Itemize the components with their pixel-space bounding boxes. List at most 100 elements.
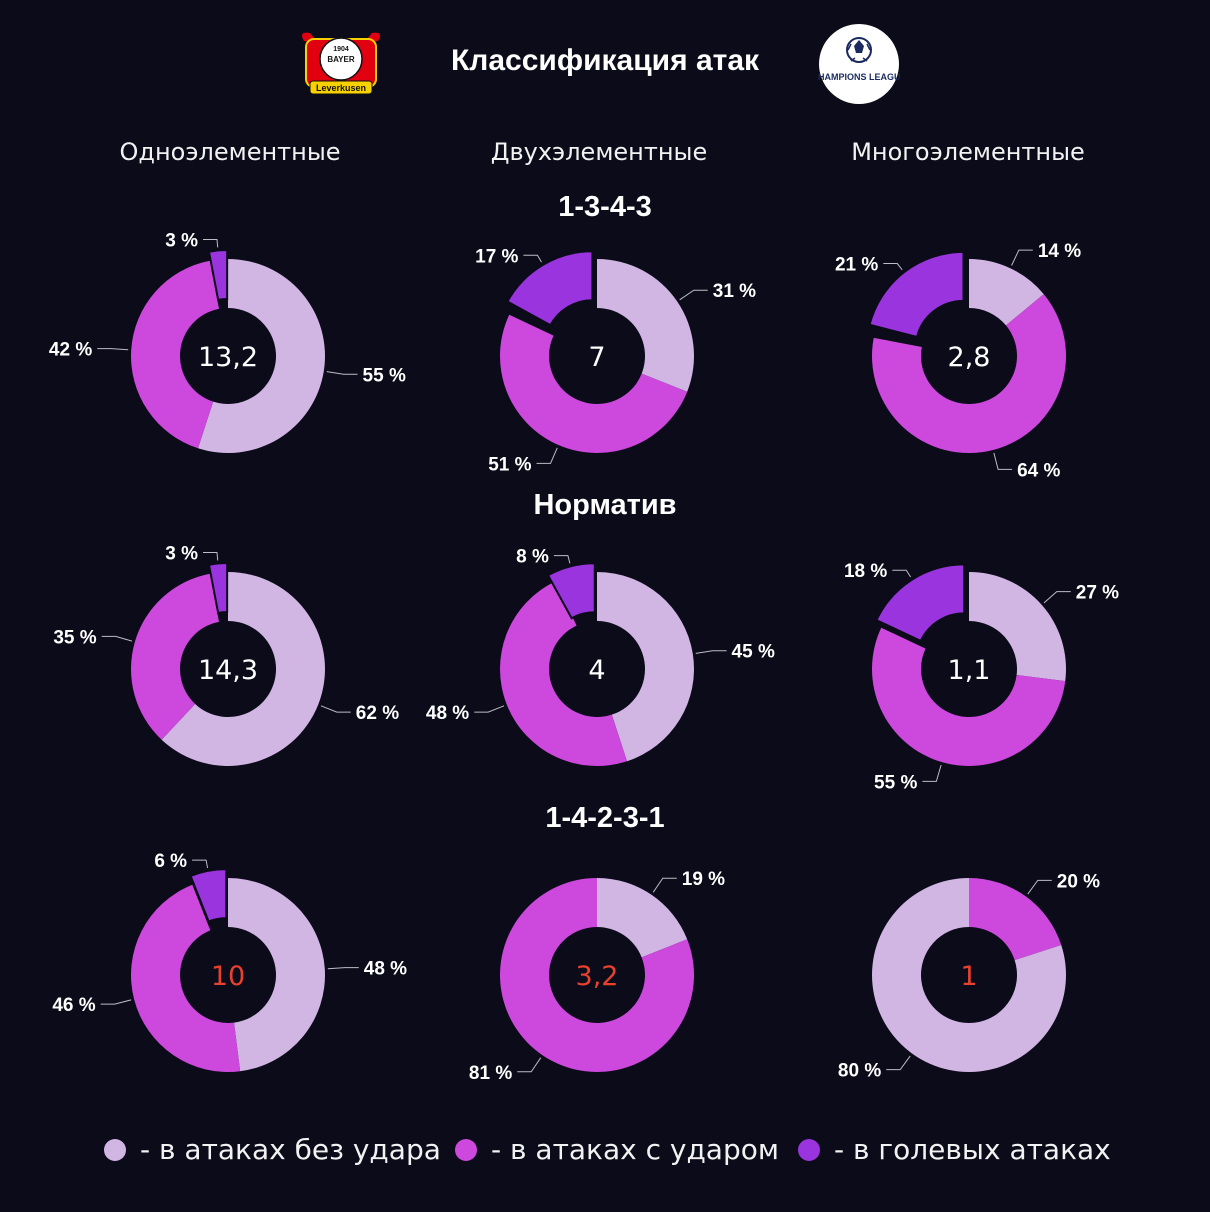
- slice-value-label: 64 %: [1017, 460, 1060, 481]
- donut-1-3-4-3-0: 55 % 42 % 3 % 13,2: [49, 231, 406, 453]
- slice-shot: [969, 878, 1062, 961]
- donut-center-value: 14,3: [198, 655, 258, 686]
- slice-value-label: 17 %: [475, 246, 518, 267]
- leader-line: [202, 552, 219, 561]
- leader-line: [202, 239, 219, 248]
- donut-center-value: 4: [588, 655, 605, 686]
- slice-value-label: 46 %: [52, 995, 95, 1016]
- column-header-multi: Многоэлементные: [851, 138, 1085, 166]
- section-header-1-4-2-3-1: 1-4-2-3-1: [545, 802, 665, 834]
- leader-line: [1011, 249, 1033, 266]
- slice-shot: [499, 581, 627, 767]
- slice-shot: [872, 627, 1066, 766]
- slice-no_shot: [228, 878, 325, 1072]
- donut-1-4-2-3-1-1: 19 % 81 % 3,2: [469, 869, 725, 1084]
- column-header-single: Одноэлементные: [119, 138, 341, 166]
- donut-1-4-2-3-1-2: 20 % 80 % 1: [838, 871, 1100, 1081]
- champions-league-logo: CHAMPIONS LEAGUE: [811, 23, 907, 105]
- donut-center-value: 10: [211, 961, 245, 992]
- section-header-normative: Норматив: [533, 489, 677, 521]
- bayer-logo-text: Leverkusen: [316, 83, 366, 93]
- donut-center-value: 2,8: [948, 342, 991, 373]
- leader-line: [1027, 879, 1052, 895]
- slice-value-label: 80 %: [838, 1061, 881, 1082]
- donut-norm-0: 62 % 35 % 3 % 14,3: [53, 544, 399, 766]
- slice-value-label: 6 %: [154, 851, 187, 872]
- slice-no_shot: [161, 572, 325, 766]
- leader-line: [192, 859, 209, 869]
- legend-item-goal: - в голевых атаках: [798, 1133, 1111, 1166]
- slice-shot: [131, 573, 220, 740]
- donut-center-value: 7: [588, 342, 605, 373]
- leader-line: [536, 447, 558, 464]
- leader-line: [652, 877, 677, 893]
- column-header-double: Двухэлементные: [490, 138, 708, 166]
- slice-value-label: 14 %: [1038, 241, 1081, 262]
- slice-value-label: 18 %: [844, 561, 887, 582]
- slice-shot: [499, 878, 694, 1072]
- svg-text:BAYER: BAYER: [327, 55, 354, 64]
- slice-value-label: 31 %: [713, 281, 756, 302]
- slice-no_shot: [969, 259, 1044, 326]
- slice-goal: [546, 562, 596, 620]
- donut-1-3-4-3-2: 14 % 64 % 21 % 2,8: [835, 241, 1081, 481]
- slice-value-label: 19 %: [682, 869, 725, 890]
- donut-norm-1: 45 % 48 % 8 % 4: [426, 547, 775, 767]
- slice-value-label: 42 %: [49, 340, 92, 361]
- slice-goal: [207, 562, 229, 615]
- slice-goal: [189, 868, 228, 923]
- leader-line: [1043, 591, 1071, 604]
- slice-value-label: 45 %: [732, 642, 775, 663]
- slice-value-label: 3 %: [165, 231, 198, 252]
- leader-line: [97, 348, 129, 351]
- slice-no_shot: [597, 878, 688, 958]
- leader-line: [553, 555, 571, 564]
- slice-value-label: 55 %: [363, 365, 406, 386]
- bayer-leverkusen-logo: 1904 BAYER Leverkusen: [296, 27, 386, 99]
- slice-goal: [207, 249, 229, 302]
- leader-line: [100, 999, 132, 1005]
- slice-no_shot: [198, 259, 325, 453]
- slice-no_shot: [597, 259, 694, 392]
- slice-shot: [499, 314, 688, 454]
- donut-1-4-2-3-1-0: 48 % 46 % 6 % 10: [52, 851, 407, 1072]
- leader-line: [327, 967, 359, 970]
- slice-value-label: 51 %: [488, 454, 531, 475]
- slice-value-label: 20 %: [1057, 871, 1100, 892]
- donut-center-value: 1,1: [948, 655, 991, 686]
- legend-label-no-shot: - в атаках без удара: [140, 1133, 441, 1166]
- leader-line: [101, 635, 133, 642]
- slice-goal: [875, 563, 966, 643]
- svg-text:1904: 1904: [333, 46, 349, 53]
- donut-center-value: 1: [960, 961, 977, 992]
- slice-value-label: 55 %: [874, 772, 917, 793]
- leader-line: [326, 371, 358, 375]
- leader-line: [883, 263, 903, 271]
- legend-item-no-shot: - в атаках без удара: [104, 1133, 441, 1166]
- leader-line: [517, 1057, 542, 1073]
- donut-center-value: 13,2: [198, 342, 258, 373]
- slice-shot: [871, 294, 1066, 454]
- slice-goal: [868, 250, 965, 339]
- legend-label-shot: - в атаках с ударом: [491, 1133, 779, 1166]
- legend: - в атаках без удара - в атаках с ударом…: [0, 1133, 1210, 1177]
- section-header-1-3-4-3: 1-3-4-3: [558, 191, 652, 223]
- page-title: Классификация атак: [450, 44, 760, 77]
- leader-line: [695, 650, 727, 654]
- leader-line: [892, 569, 912, 578]
- slice-value-label: 8 %: [516, 547, 549, 568]
- legend-dot-no-shot: [104, 1138, 126, 1161]
- slice-no_shot: [597, 572, 695, 762]
- donut-1-3-4-3-1: 31 % 51 % 17 % 7: [475, 246, 756, 475]
- leader-line: [679, 289, 708, 301]
- slice-value-label: 81 %: [469, 1063, 512, 1084]
- legend-item-shot: - в атаках с ударом: [455, 1133, 779, 1166]
- legend-dot-goal: [798, 1138, 820, 1161]
- leader-line: [993, 452, 1013, 470]
- slice-value-label: 35 %: [53, 627, 96, 648]
- legend-dot-shot: [455, 1138, 477, 1161]
- donut-center-value: 3,2: [576, 961, 619, 992]
- leader-line: [474, 705, 505, 713]
- donut-norm-2: 27 % 55 % 18 % 1,1: [844, 561, 1119, 793]
